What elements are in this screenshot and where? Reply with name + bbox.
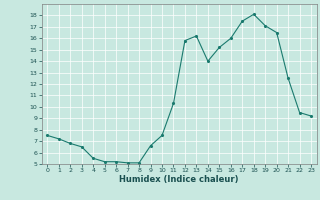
X-axis label: Humidex (Indice chaleur): Humidex (Indice chaleur) <box>119 175 239 184</box>
